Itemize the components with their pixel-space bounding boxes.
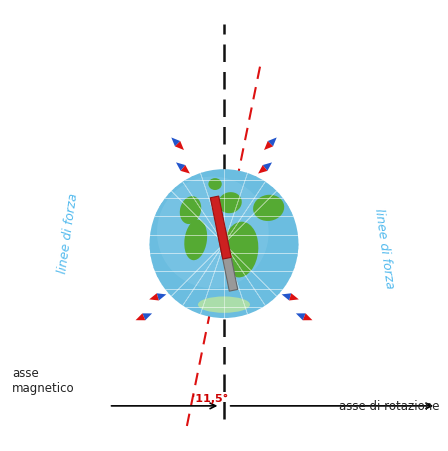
Polygon shape <box>240 201 247 208</box>
Polygon shape <box>264 142 273 151</box>
Polygon shape <box>263 163 272 171</box>
Polygon shape <box>149 294 159 301</box>
Polygon shape <box>210 197 231 259</box>
Polygon shape <box>186 269 194 275</box>
Polygon shape <box>136 313 145 321</box>
Polygon shape <box>175 142 184 151</box>
Polygon shape <box>237 204 244 212</box>
Polygon shape <box>181 166 190 174</box>
Polygon shape <box>193 188 201 195</box>
Text: asse
magnetico: asse magnetico <box>12 366 74 394</box>
Circle shape <box>157 177 269 289</box>
Polygon shape <box>209 212 215 218</box>
Polygon shape <box>202 262 209 267</box>
Polygon shape <box>201 201 208 208</box>
Polygon shape <box>231 216 237 222</box>
Polygon shape <box>142 313 152 321</box>
Polygon shape <box>211 216 217 222</box>
Polygon shape <box>268 138 277 147</box>
Polygon shape <box>247 188 255 195</box>
Polygon shape <box>229 219 235 226</box>
Polygon shape <box>243 262 250 268</box>
Ellipse shape <box>184 220 207 261</box>
Ellipse shape <box>222 222 258 278</box>
Polygon shape <box>198 262 205 268</box>
Polygon shape <box>176 279 185 285</box>
Polygon shape <box>204 204 211 212</box>
Polygon shape <box>176 163 185 171</box>
Polygon shape <box>289 294 299 301</box>
Ellipse shape <box>218 193 242 214</box>
Polygon shape <box>263 279 272 285</box>
Polygon shape <box>201 259 208 265</box>
Polygon shape <box>205 259 212 264</box>
Text: asse di rotazione: asse di rotazione <box>340 400 440 413</box>
Polygon shape <box>270 279 279 285</box>
Polygon shape <box>254 269 262 275</box>
Circle shape <box>150 170 298 318</box>
Ellipse shape <box>208 179 222 191</box>
Polygon shape <box>211 215 217 222</box>
Ellipse shape <box>253 195 284 221</box>
Ellipse shape <box>198 297 250 313</box>
Polygon shape <box>282 294 291 301</box>
Text: linee di forza: linee di forza <box>372 207 396 289</box>
Text: linee di forza: linee di forza <box>56 192 80 274</box>
Polygon shape <box>240 259 247 265</box>
Text: '11,5°: '11,5° <box>193 393 229 403</box>
Ellipse shape <box>180 197 201 225</box>
Polygon shape <box>157 294 166 301</box>
Polygon shape <box>192 269 200 275</box>
Polygon shape <box>231 215 237 222</box>
Polygon shape <box>303 313 312 321</box>
Polygon shape <box>217 229 238 291</box>
Polygon shape <box>239 262 246 267</box>
Polygon shape <box>258 166 267 174</box>
Polygon shape <box>171 138 180 147</box>
Polygon shape <box>213 219 219 226</box>
Polygon shape <box>169 279 178 285</box>
Polygon shape <box>188 185 197 193</box>
Polygon shape <box>296 313 306 321</box>
Polygon shape <box>251 185 260 193</box>
Polygon shape <box>248 269 256 275</box>
Polygon shape <box>233 212 239 218</box>
Polygon shape <box>236 259 243 264</box>
